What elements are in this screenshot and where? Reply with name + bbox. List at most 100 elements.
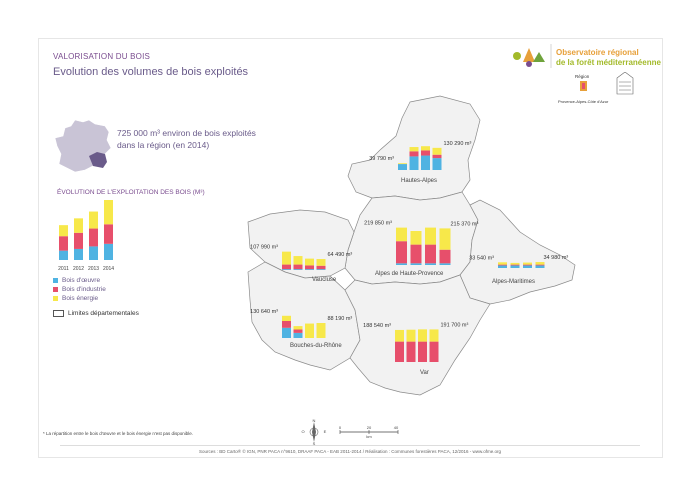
dept-first-label-vaucluse: 107 990 m³ (250, 245, 278, 251)
compass-n: N (313, 418, 316, 423)
bar-var-energie-2013 (418, 329, 427, 342)
department-alpes-maritimes (459, 199, 576, 305)
partner-region-name: Provence-Alpes-Côte d'Azur (558, 99, 609, 104)
bar-alpes-maritimes-energie-2012 (510, 262, 520, 265)
bar-bouches-du-rh-ne-energie-2012 (293, 326, 303, 330)
example-bar-oeuvre-2014 (104, 243, 113, 260)
dept-name-vaucluse: Vaucluse (312, 277, 337, 283)
bar-alpes-de-haute-provence-energie-2013 (425, 227, 436, 245)
bar-vaucluse-oeuvre-2012 (293, 269, 303, 270)
dept-chart-hautes-alpes: 39 790 m³ 130 290 m³ Hautes-Alpes (369, 141, 471, 184)
bar-var-industrie-2013 (418, 341, 427, 362)
bar-alpes-de-haute-provence-energie-2012 (410, 231, 422, 245)
legend-swatch-industrie (53, 287, 58, 292)
bar-alpes-de-haute-provence-oeuvre-2012 (410, 263, 422, 265)
example-year-2014: 2014 (103, 266, 114, 272)
scale-tick-20: 20 (367, 425, 372, 430)
bar-hautes-alpes-energie-2013 (421, 146, 430, 151)
dept-chart-vaucluse: 107 990 m³ 64 490 m³ Vaucluse (250, 245, 352, 283)
example-bar-oeuvre-2011 (59, 250, 68, 260)
dept-name-bouches-du-rh-ne: Bouches-du-Rhône (290, 343, 342, 349)
scale-tick-40: 40 (394, 425, 399, 430)
legend-swatch-oeuvre (53, 278, 58, 283)
dept-first-label-var: 188 540 m³ (363, 323, 391, 329)
compass-rose: N O E S (301, 418, 327, 446)
footer-divider (60, 445, 640, 446)
bar-vaucluse-energie-2012 (293, 256, 303, 265)
example-bar-industrie-2011 (59, 236, 68, 251)
legend-label-energie: Bois énergie (62, 295, 99, 302)
partner-logos (580, 72, 634, 95)
bar-hautes-alpes-energie-2012 (409, 147, 419, 152)
example-bar-oeuvre-2013 (89, 246, 98, 260)
bar-bouches-du-rh-ne-energie-2014 (316, 323, 326, 338)
bar-vaucluse-industrie-2011 (282, 264, 291, 270)
legend: Bois d'œuvre Bois d'industrie Bois énerg… (53, 276, 106, 303)
bar-alpes-de-haute-provence-oeuvre-2014 (439, 263, 451, 265)
limits-label: Limites départementales (68, 310, 139, 317)
dept-chart-bouches-du-rh-ne: 130 640 m³ 88 190 m³ Bouches-du-Rhône (250, 309, 352, 349)
limits-symbol (53, 310, 64, 317)
bar-bouches-du-rh-ne-energie-2011 (282, 315, 291, 321)
bar-alpes-maritimes-energie-2014 (535, 262, 545, 265)
dept-last-label-bouches-du-rh-ne: 88 190 m³ (328, 316, 353, 322)
compass-o: O (301, 429, 304, 434)
bar-var-energie-2011 (395, 329, 404, 342)
france-locator-map (54, 119, 112, 173)
legend-label-oeuvre: Bois d'œuvre (62, 277, 101, 284)
legend-item-oeuvre: Bois d'œuvre (53, 276, 106, 285)
bar-vaucluse-industrie-2012 (293, 264, 303, 270)
bar-alpes-maritimes-oeuvre-2012 (510, 265, 520, 268)
bar-bouches-du-rh-ne-oeuvre-2011 (282, 327, 291, 338)
bar-var-industrie-2014 (429, 341, 439, 362)
bar-alpes-de-haute-provence-oeuvre-2011 (396, 263, 407, 265)
example-year-2011: 2011 (58, 266, 69, 272)
dept-last-label-alpes-de-haute-provence: 215 370 m³ (451, 221, 479, 227)
example-bar-energie-2011 (59, 225, 68, 237)
region-shape (247, 95, 576, 396)
legend-label-industrie: Bois d'industrie (62, 286, 106, 293)
bar-hautes-alpes-industrie-2013 (421, 150, 430, 156)
bar-hautes-alpes-oeuvre-2014 (432, 158, 442, 170)
bar-alpes-maritimes-oeuvre-2011 (498, 265, 507, 268)
bar-var-energie-2014 (429, 329, 439, 342)
bar-alpes-de-haute-provence-industrie-2014 (439, 249, 451, 264)
example-year-2012: 2012 (73, 266, 84, 272)
legend-item-industrie: Bois d'industrie (53, 285, 106, 294)
bar-alpes-de-haute-provence-energie-2011 (396, 227, 407, 242)
example-bar-energie-2012 (74, 218, 83, 233)
bar-bouches-du-rh-ne-oeuvre-2012 (293, 332, 303, 338)
partner-region-label: Région (575, 74, 590, 79)
bar-alpes-de-haute-provence-industrie-2012 (410, 244, 422, 264)
bar-hautes-alpes-oeuvre-2012 (409, 156, 419, 170)
bar-hautes-alpes-energie-2011 (398, 163, 407, 165)
bar-alpes-maritimes-industrie-2011 (498, 264, 507, 266)
bar-alpes-de-haute-provence-industrie-2013 (425, 244, 436, 264)
department-var (344, 274, 491, 396)
dept-chart-var: 188 540 m³ 191 700 m³ Var (363, 322, 468, 376)
bar-alpes-maritimes-oeuvre-2013 (523, 265, 532, 268)
compass-e: E (324, 429, 327, 434)
scale-bar: 0 20 40 km (339, 425, 399, 439)
legend-limits: Limites départementales (53, 310, 139, 317)
page-kicker: VALORISATION DU BOIS (53, 52, 151, 61)
dept-name-var: Var (420, 370, 429, 376)
bar-alpes-de-haute-provence-industrie-2011 (396, 241, 407, 264)
dept-first-label-alpes-maritimes: 33 540 m³ (469, 255, 494, 261)
dept-last-label-vaucluse: 64 490 m³ (328, 252, 353, 258)
bar-vaucluse-energie-2014 (316, 259, 326, 266)
regional-example-chart: 2011 2012 2013 2014 (58, 200, 114, 272)
scale-tick-0: 0 (339, 425, 342, 430)
scale-unit: km (366, 434, 372, 439)
page-title: Evolution des volumes de bois exploités (53, 66, 249, 78)
dept-chart-alpes-de-haute-provence: 219 850 m³ 215 370 m³ Alpes de Haute-Prove… (364, 221, 478, 277)
example-bar-industrie-2014 (104, 224, 113, 244)
example-bar-energie-2013 (89, 211, 98, 229)
bar-alpes-maritimes-energie-2013 (523, 262, 532, 265)
legend-swatch-energie (53, 296, 58, 301)
legend-item-energie: Bois énergie (53, 294, 106, 303)
bar-vaucluse-energie-2011 (282, 251, 291, 265)
dept-first-label-alpes-de-haute-provence: 219 850 m³ (364, 221, 392, 227)
bar-alpes-maritimes-energie-2011 (498, 262, 507, 265)
ofme-logo (513, 44, 552, 68)
